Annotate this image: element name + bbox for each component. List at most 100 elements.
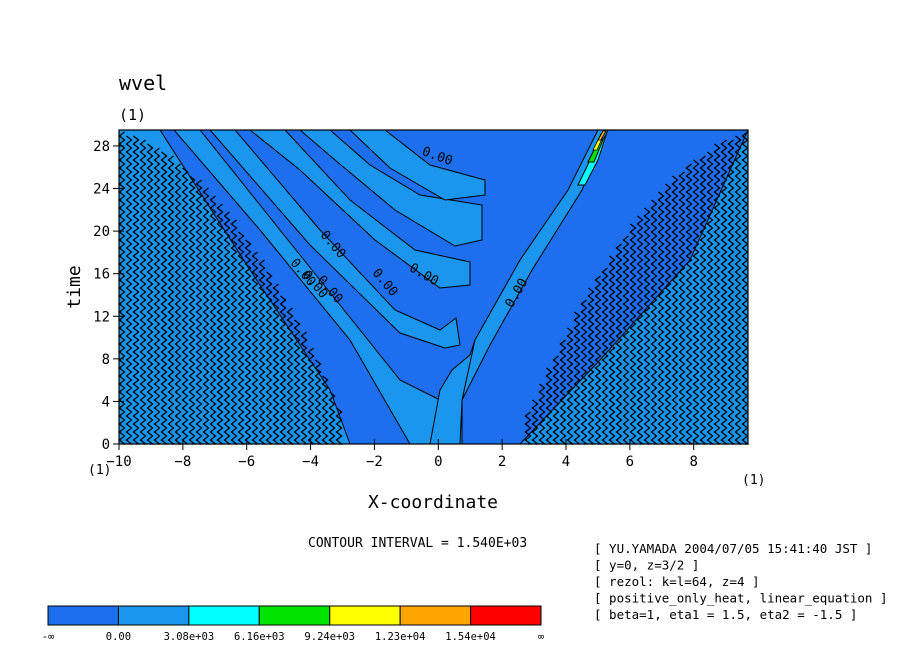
colorbar-swatch (47, 605, 119, 626)
colorbar-label: 3.08e+03 (164, 631, 215, 643)
wave-contour (195, 179, 204, 445)
colorbar-swatch (117, 605, 190, 626)
x-tick-label: 2 (498, 454, 506, 470)
hot-spot-orange (597, 130, 607, 141)
wave-contour (685, 163, 694, 445)
wave-contour (664, 183, 673, 445)
contour-band-mid-left (208, 129, 461, 349)
info-line: [ rezol: k=l=64, z=4 ] (594, 574, 760, 589)
hot-spot (577, 130, 607, 186)
wave-contour (132, 135, 141, 445)
wave-contour (265, 271, 274, 445)
wave-contour (720, 139, 729, 445)
wave-contour (202, 187, 211, 445)
wave-contour (580, 299, 589, 445)
wave-contour (230, 219, 239, 445)
plot-area: 0.000.000.000.00 0.00 0.000.000.00 (118, 129, 750, 445)
title-units: (1) (119, 106, 146, 124)
wave-contour (601, 267, 610, 445)
wave-contour (244, 239, 253, 445)
y-tick-label: 8 (102, 352, 110, 368)
wave-contour (545, 367, 554, 445)
colorbar-swatch (258, 605, 331, 626)
y-tick-label: 24 (93, 182, 110, 198)
y-tick-label: 4 (102, 394, 110, 410)
left-wave-region (118, 129, 351, 445)
colorbar-label: 0.00 (106, 631, 131, 643)
x-axis: −10 −8 −6 −4 −2 0 2 4 6 8 (106, 439, 698, 470)
y-tick-label: 28 (93, 139, 110, 155)
colorbar-label: 1.54e+04 (445, 631, 496, 643)
contour-bands (172, 129, 609, 445)
wave-contour (587, 287, 596, 445)
wave-contour (734, 135, 743, 445)
wave-contour (650, 199, 659, 445)
wave-contour (251, 251, 260, 445)
wave-contour (727, 139, 736, 445)
info-line: [ beta=1, eta1 = 1.5, eta2 = -1.5 ] (594, 607, 857, 622)
wave-contour (636, 215, 645, 445)
wave-contour (566, 327, 575, 445)
wave-contour (153, 147, 162, 445)
x-tick-label: 4 (562, 454, 570, 470)
y-tick-label: 16 (93, 267, 110, 283)
y-axis-label: time (64, 265, 85, 308)
wave-contour (559, 339, 568, 445)
wave-contour (237, 231, 246, 445)
contour-band-center-1 (248, 129, 471, 289)
info-line: [ YU.YAMADA 2004/07/05 15:41:40 JST ] (594, 541, 872, 556)
contour-interval: CONTOUR INTERVAL = 1.540E+03 (308, 536, 527, 551)
x-axis-label: X-coordinate (368, 492, 498, 513)
colorbar-swatch (470, 605, 542, 626)
wave-contour (314, 359, 323, 445)
y-axis-units: (1) (88, 463, 111, 478)
colorbar-label: -∞ (42, 631, 55, 643)
wave-contour (622, 235, 631, 445)
wave-contour (279, 295, 288, 445)
plot-frame (118, 129, 749, 445)
wave-contour (258, 259, 267, 445)
x-tick-label: −4 (302, 454, 319, 470)
wave-contour (671, 175, 680, 445)
wave-contour (573, 311, 582, 445)
wave-contour (538, 383, 547, 445)
wave-contour (552, 355, 561, 445)
wave-contour (706, 151, 715, 445)
chart-title: wvel (119, 71, 167, 95)
x-axis-units: (1) (742, 473, 765, 488)
wave-contour (657, 191, 666, 445)
wave-contour (531, 399, 540, 445)
wave-contour (139, 139, 148, 445)
left-wave-stripes (118, 131, 344, 445)
y-tick-label: 12 (93, 309, 110, 325)
colorbar-swatch (399, 605, 472, 626)
colorbar-labels: -∞ 0.00 3.08e+03 6.16e+03 9.24e+03 1.23e+04 1.… (42, 631, 544, 643)
y-axis: 0 4 8 12 16 20 24 28 (93, 139, 124, 453)
wave-contour (741, 131, 750, 445)
right-wave-region (518, 129, 750, 445)
colorbar-label: ∞ (538, 631, 544, 643)
wave-contour (118, 131, 127, 445)
wave-contour (174, 163, 183, 445)
contour-band-center-2 (298, 129, 483, 247)
wave-contour (286, 307, 295, 445)
colorbar-swatch (188, 605, 260, 626)
wave-contour (594, 275, 603, 445)
wave-contour (216, 203, 225, 445)
wave-contour (321, 375, 330, 445)
colorbar-label: 6.16e+03 (234, 631, 285, 643)
x-tick-label: 0 (434, 454, 442, 470)
colorbar-swatch (329, 605, 401, 626)
x-tick-label: −8 (174, 454, 191, 470)
y-tick-label: 20 (93, 224, 110, 240)
x-tick-label: −10 (106, 454, 131, 470)
wave-contour (307, 347, 316, 445)
wave-contour (629, 223, 638, 445)
wave-contour (146, 143, 155, 445)
wave-contour (300, 331, 309, 445)
colorbar-label: 1.23e+04 (375, 631, 426, 643)
wave-contour (272, 283, 281, 445)
wave-contour (699, 155, 708, 445)
x-tick-label: 8 (690, 454, 698, 470)
colorbar (47, 605, 542, 626)
